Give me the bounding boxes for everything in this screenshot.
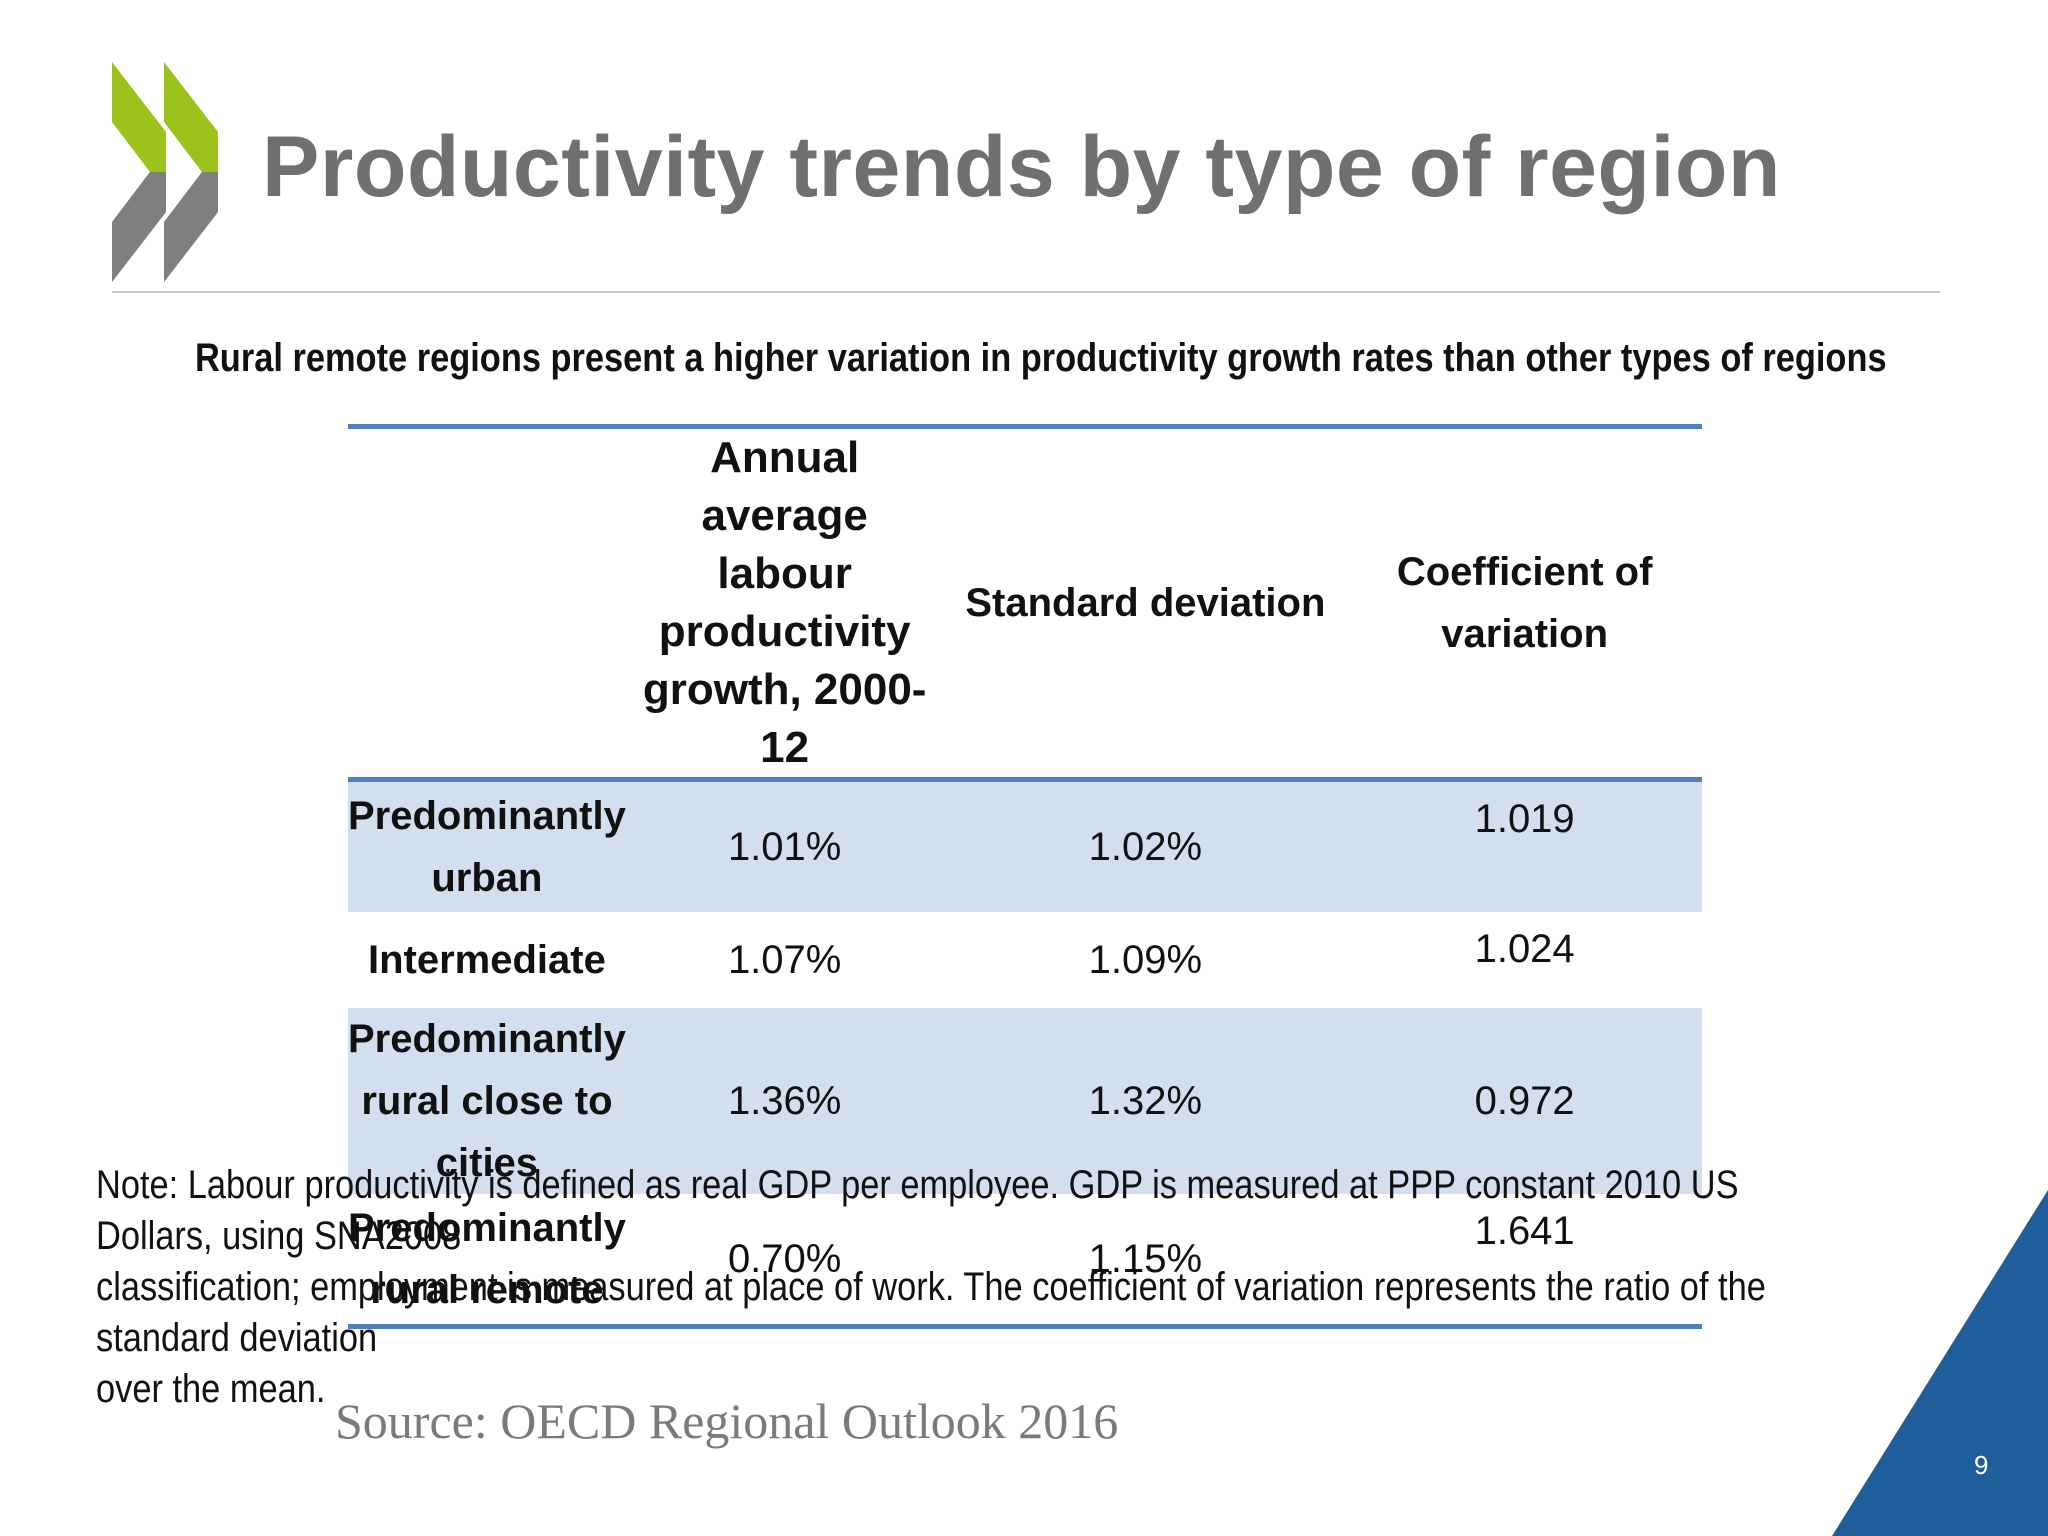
region-line1: Predominantly xyxy=(348,1017,626,1061)
slide-subtitle: Rural remote regions present a higher va… xyxy=(194,336,1887,380)
oecd-chevron-logo-icon xyxy=(112,62,218,282)
cell-growth: 1.01% xyxy=(625,779,944,912)
cell-cv: 1.019 xyxy=(1347,779,1702,912)
note-line1: Note: Labour productivity is defined as … xyxy=(96,1163,1739,1258)
productivity-table: Annual average labour productivity growt… xyxy=(348,424,1702,1329)
region-line3: cities xyxy=(435,1141,539,1185)
region-line1: Predominantly xyxy=(348,794,626,838)
table-header-row: Annual average labour productivity growt… xyxy=(348,426,1702,780)
region-line1: Predominantly xyxy=(348,1206,626,1250)
header-cv-line1: Coefficient of xyxy=(1396,550,1653,594)
cell-std: 1.09% xyxy=(1088,938,1203,982)
cell-std: 1.02% xyxy=(943,779,1348,912)
region-line2: rural remote xyxy=(370,1268,604,1312)
note-line2: classification; employment is measured a… xyxy=(96,1265,1766,1360)
cell-std: 1.32% xyxy=(943,1008,1348,1194)
cell-growth: 1.07% xyxy=(727,938,842,982)
page-number: 9 xyxy=(1974,1450,1989,1480)
source-citation: Source: OECD Regional Outlook 2016 xyxy=(335,1393,1119,1449)
header-growth-line1: Annual average xyxy=(701,433,868,540)
region-line2: urban xyxy=(431,856,543,900)
header-growth: Annual average labour productivity growt… xyxy=(626,427,944,780)
cell-cv: 1.641 xyxy=(1474,1209,1575,1253)
row-region: Predominantly rural remote xyxy=(348,1194,626,1327)
header-std: Standard deviation xyxy=(965,581,1326,625)
table-row: Intermediate 1.07% 1.09% 1.024 xyxy=(348,912,1702,1008)
header-growth-line2: labour productivity xyxy=(658,549,911,656)
region-line1: Intermediate xyxy=(367,938,606,982)
row-region: Predominantly urban xyxy=(348,779,626,912)
header-growth-line3: growth, 2000-12 xyxy=(642,665,927,772)
cell-cv: 1.024 xyxy=(1474,927,1575,971)
title-divider xyxy=(112,291,1940,293)
corner-triangle-decoration xyxy=(1832,1190,2048,1536)
cell-std: 1.15% xyxy=(1088,1237,1203,1281)
region-line2: rural close to xyxy=(361,1079,613,1123)
header-cv-line2: variation xyxy=(1441,612,1608,656)
table-row: Predominantly rural close to cities 1.36… xyxy=(348,1008,1702,1194)
table-note: Note: Labour productivity is defined as … xyxy=(96,1160,1859,1415)
productivity-table-container: Annual average labour productivity growt… xyxy=(348,424,1702,1329)
cell-cv: 0.972 xyxy=(1347,1008,1702,1194)
page-title: Productivity trends by type of region xyxy=(262,119,1781,215)
header-region xyxy=(348,427,626,780)
row-region: Predominantly rural close to cities xyxy=(348,1008,626,1194)
cell-growth: 0.70% xyxy=(727,1237,842,1281)
table-row: Predominantly rural remote 0.70% 1.15% 1… xyxy=(348,1194,1702,1327)
row-region: Intermediate xyxy=(348,912,626,1008)
note-line3: over the mean. xyxy=(96,1367,326,1411)
header-cv: Coefficient of variation xyxy=(1347,427,1702,780)
cell-growth: 1.36% xyxy=(625,1008,944,1194)
table-row: Predominantly urban 1.01% 1.02% 1.019 xyxy=(348,779,1702,912)
